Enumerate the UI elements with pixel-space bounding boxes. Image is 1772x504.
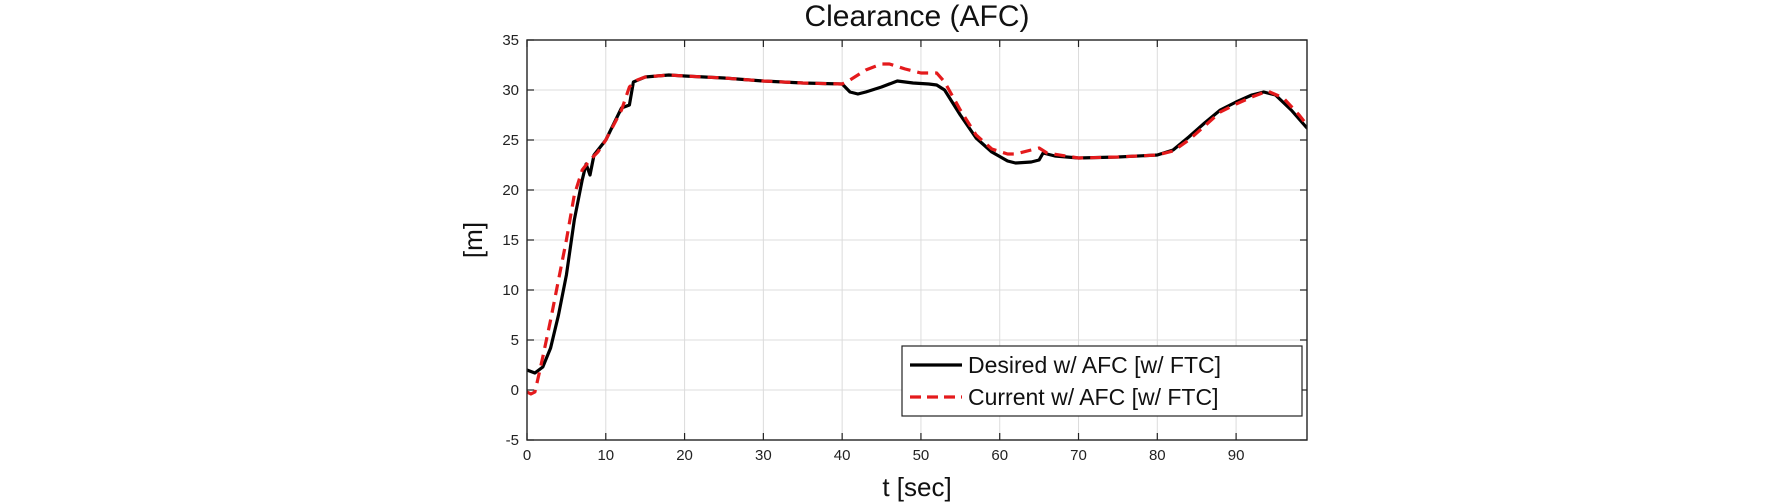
chart-title: Clearance (AFC) (804, 0, 1029, 33)
x-tick-label: 80 (1149, 447, 1166, 464)
y-tick-label: 20 (502, 182, 519, 199)
legend-box (901, 345, 1303, 417)
x-tick-label: 30 (755, 447, 772, 464)
x-tick-label: 50 (913, 447, 930, 464)
x-tick-label: 40 (834, 447, 851, 464)
series-line-current (527, 62, 1307, 396)
x-tick-label: 20 (676, 447, 693, 464)
y-axis-label: [m] (458, 222, 488, 258)
x-tick-label: 70 (1070, 447, 1087, 464)
x-tick-label: 10 (597, 447, 614, 464)
y-tick-label: 25 (502, 132, 519, 149)
y-tick-label: 10 (502, 282, 519, 299)
x-tick-label: 0 (523, 447, 531, 464)
y-tick-label: -5 (506, 432, 519, 449)
legend-label-current: Current w/ AFC [w/ FTC] (968, 384, 1218, 410)
y-tick-label: 35 (502, 32, 519, 49)
y-tick-label: 30 (502, 82, 519, 99)
x-tick-label: 60 (991, 447, 1008, 464)
legend: Desired w/ AFC [w/ FTC] Current w/ AFC [… (901, 345, 1303, 417)
x-tick-label: 90 (1228, 447, 1245, 464)
y-tick-label: 5 (511, 332, 519, 349)
x-axis-label: t [sec] (882, 472, 951, 502)
legend-label-desired: Desired w/ AFC [w/ FTC] (968, 352, 1221, 378)
series-line-desired (527, 73, 1307, 375)
y-tick-label: 0 (511, 382, 519, 399)
plot-area (527, 62, 1307, 396)
y-tick-label: 15 (502, 232, 519, 249)
